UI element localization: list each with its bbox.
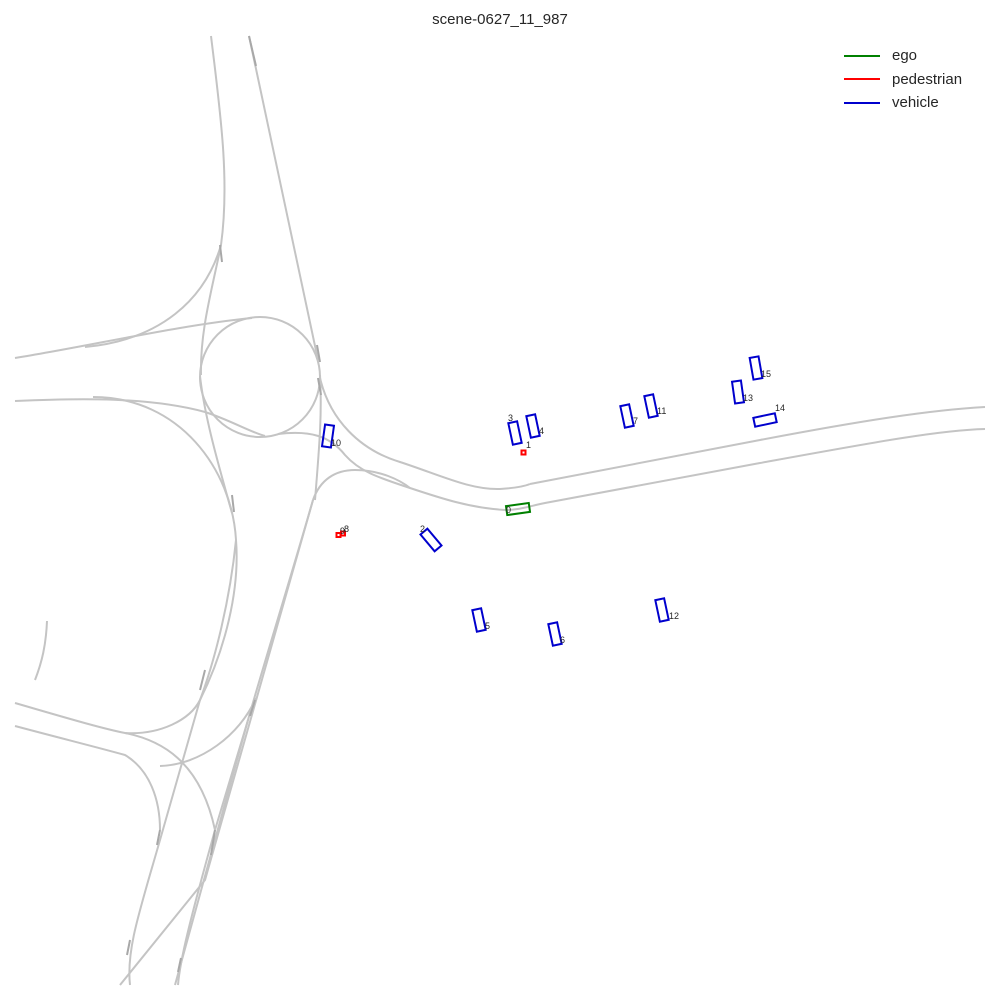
agent-label-7: 7 <box>633 416 638 426</box>
vehicle-6: 6 <box>547 621 565 647</box>
vehicle-11: 11 <box>643 393 666 419</box>
vehicle-2: 2 <box>419 524 443 553</box>
legend-label-vehicle: vehicle <box>892 94 939 112</box>
pedestrian-1: 1 <box>520 440 531 456</box>
agent-label-15: 15 <box>761 369 771 379</box>
agent-label-9: 9 <box>340 526 345 536</box>
vehicle-7: 7 <box>619 403 638 429</box>
agent-label-0: 0 <box>506 505 511 515</box>
legend-item-vehicle: vehicle <box>838 91 988 115</box>
agent-label-8: 8 <box>344 524 349 534</box>
agent-label-14: 14 <box>775 403 785 413</box>
legend-label-pedestrian: pedestrian <box>892 70 963 88</box>
pedestrian-9: 9 <box>335 526 345 538</box>
agent-label-2: 2 <box>420 524 425 534</box>
agent-label-13: 13 <box>743 393 753 403</box>
agent-label-3: 3 <box>508 413 513 423</box>
vehicle-13: 13 <box>730 379 753 405</box>
agent-label-10: 10 <box>331 438 341 448</box>
plot-title: scene-0627_11_987 <box>432 11 568 28</box>
vehicle-4: 4 <box>525 413 544 439</box>
agent-label-12: 12 <box>669 611 679 621</box>
legend: ego pedestrian vehicle <box>838 44 988 115</box>
legend-swatch-ego <box>844 54 880 57</box>
vehicle-12: 12 <box>654 597 679 623</box>
vehicle-14: 14 <box>752 403 785 428</box>
legend-label-ego: ego <box>892 47 918 65</box>
vehicle-15: 15 <box>748 355 771 381</box>
vehicle-5: 5 <box>471 607 490 633</box>
agent-label-11: 11 <box>657 406 666 416</box>
ego-vehicle-0: 0 <box>504 501 532 517</box>
lane-lines <box>14 35 986 986</box>
legend-item-ego: ego <box>838 44 988 68</box>
agent-label-6: 6 <box>560 635 565 645</box>
legend-swatch-pedestrian <box>844 78 880 81</box>
agent-label-1: 1 <box>526 440 531 450</box>
agent-label-5: 5 <box>485 621 490 631</box>
legend-swatch-vehicle <box>844 101 880 104</box>
legend-item-pedestrian: pedestrian <box>838 68 988 92</box>
agent-label-4: 4 <box>539 426 544 436</box>
vehicle-10: 10 <box>320 423 341 449</box>
vehicle-3: 3 <box>507 413 523 446</box>
